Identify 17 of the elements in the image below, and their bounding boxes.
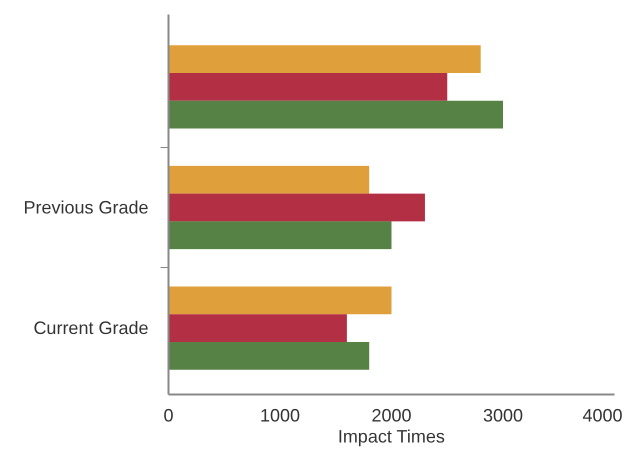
x-axis-title: Impact Times <box>338 426 445 446</box>
bar <box>168 286 392 314</box>
y-tick-label: Current Grade <box>33 318 149 338</box>
bar <box>168 194 425 222</box>
bar <box>168 342 370 370</box>
bar <box>168 45 481 74</box>
y-tick-label: Previous Grade <box>23 198 149 218</box>
x-tick-label: 2000 <box>371 406 412 426</box>
x-tick-label: 1000 <box>260 406 300 426</box>
bar <box>168 166 370 194</box>
bar <box>168 221 392 250</box>
bar <box>168 73 448 101</box>
x-tick-label: 3000 <box>482 406 524 426</box>
bar <box>168 314 347 342</box>
x-tick-label: 4000 <box>582 406 622 426</box>
x-tick-label: 0 <box>163 406 174 426</box>
bar <box>168 100 503 128</box>
